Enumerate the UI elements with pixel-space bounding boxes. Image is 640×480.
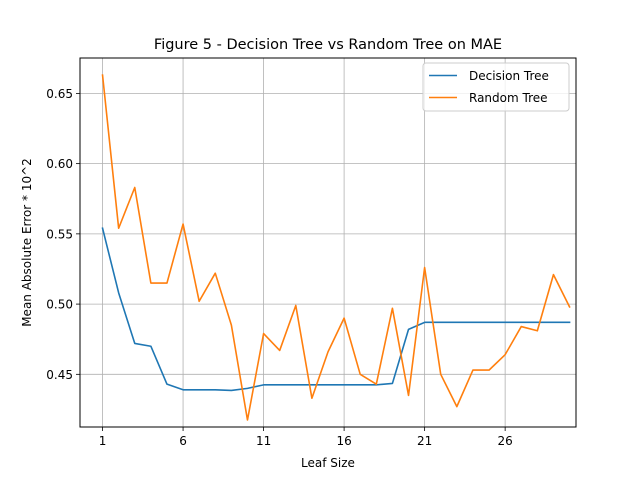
legend-box [422, 62, 570, 112]
x-tick-label: 26 [498, 434, 513, 448]
y-tick-label: 0.60 [46, 157, 73, 171]
x-tick-label: 1 [99, 434, 107, 448]
y-axis-label: Mean Absolute Error * 10^2 [20, 158, 34, 327]
x-tick-label: 16 [336, 434, 351, 448]
x-tick-label: 11 [256, 434, 271, 448]
legend: Decision Tree Random Tree [422, 62, 570, 112]
x-axis-label: Leaf Size [301, 456, 355, 470]
y-tick-label: 0.55 [46, 227, 73, 241]
y-tick-label: 0.50 [46, 298, 73, 312]
series-line-random-tree [101, 74, 571, 421]
legend-label-random-tree: Random Tree [469, 91, 548, 105]
y-axis-ticks: 0.45 0.50 0.55 0.60 0.65 [46, 87, 80, 382]
series-line-decision-tree [101, 227, 571, 392]
x-tick-label: 21 [417, 434, 432, 448]
series-lines [101, 74, 571, 421]
x-axis-ticks: 1 6 11 16 21 26 [99, 427, 513, 448]
x-tick-label: 6 [179, 434, 187, 448]
legend-label-decision-tree: Decision Tree [469, 69, 549, 83]
y-tick-label: 0.45 [46, 368, 73, 382]
chart-title: Figure 5 - Decision Tree vs Random Tree … [154, 37, 502, 53]
y-tick-label: 0.65 [46, 87, 73, 101]
plot-area-frame [79, 57, 577, 428]
